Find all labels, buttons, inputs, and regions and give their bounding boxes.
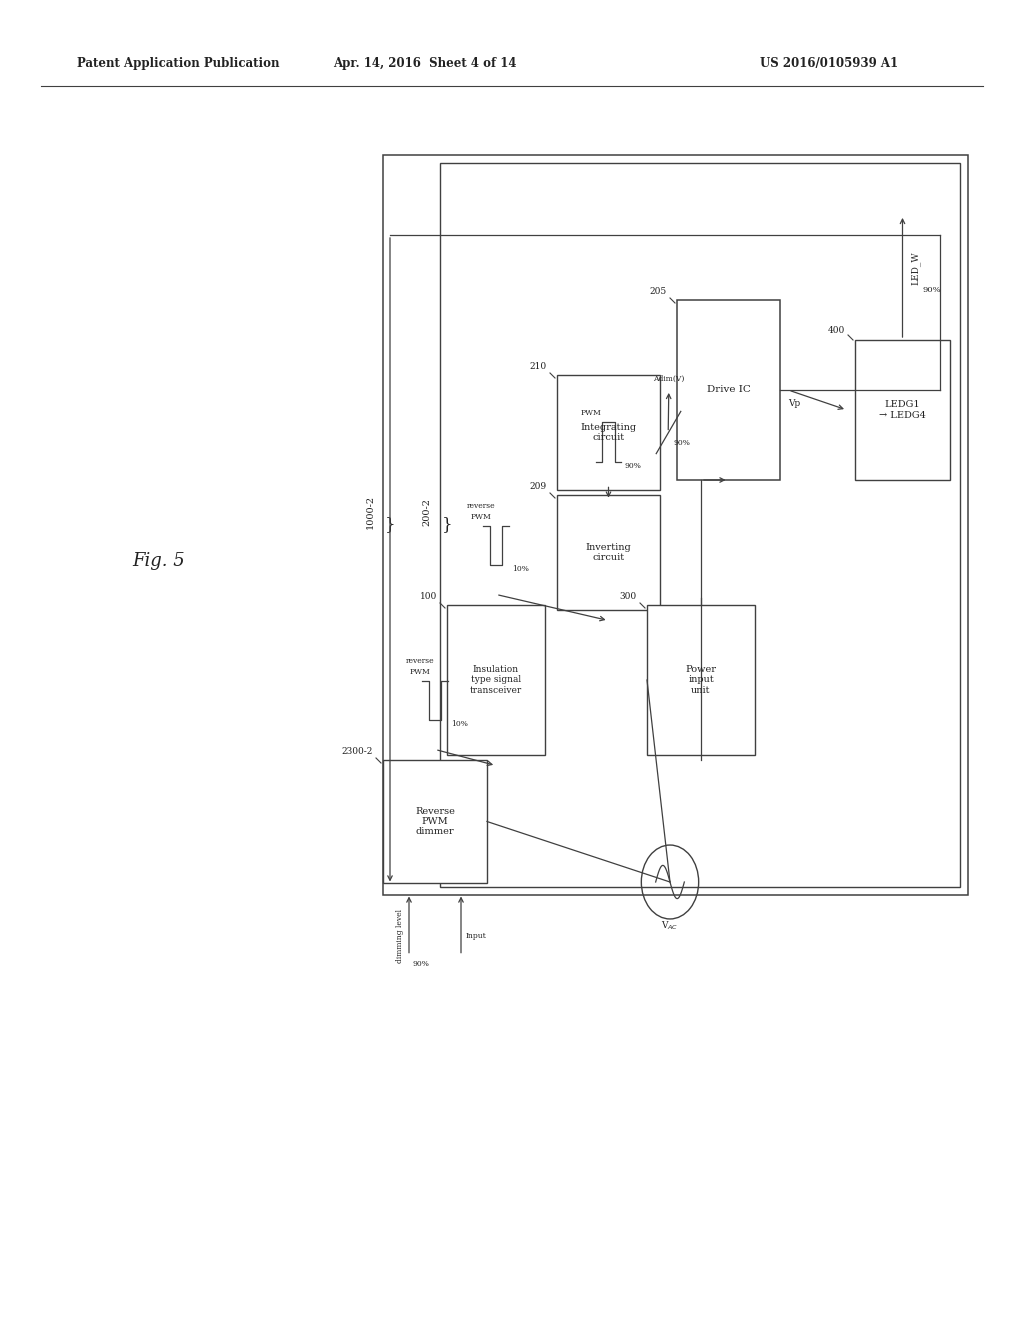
Text: Adim(V): Adim(V) [653,375,684,383]
Bar [447,605,545,755]
Text: }: } [442,516,453,533]
Text: 210: 210 [529,362,547,371]
Text: 300: 300 [620,591,637,601]
Text: V$_{AC}$: V$_{AC}$ [662,920,679,932]
Text: 1000-2: 1000-2 [366,495,375,529]
Bar [383,154,968,895]
Text: PWM: PWM [471,512,492,520]
Text: LED_W: LED_W [910,251,921,285]
Text: 209: 209 [529,482,547,491]
Text: 2300-2: 2300-2 [342,747,373,756]
Text: }: } [385,516,395,533]
Bar [383,760,487,883]
Text: reverse: reverse [467,502,496,510]
Text: dimming level: dimming level [396,908,403,962]
Bar [855,341,950,480]
Text: Integrating
circuit: Integrating circuit [581,422,637,442]
Text: Power
input
unit: Power input unit [685,665,717,694]
Text: Fig. 5: Fig. 5 [132,552,185,570]
Text: PWM: PWM [581,409,601,417]
Text: 10%: 10% [451,721,468,729]
Text: 400: 400 [827,326,845,335]
Text: Apr. 14, 2016  Sheet 4 of 14: Apr. 14, 2016 Sheet 4 of 14 [333,57,517,70]
Bar [647,605,755,755]
Text: 90%: 90% [412,960,429,968]
Text: Drive IC: Drive IC [707,385,751,395]
Text: 90%: 90% [674,440,690,447]
Text: 100: 100 [420,591,437,601]
Text: 200-2: 200-2 [423,498,432,525]
Text: Patent Application Publication: Patent Application Publication [77,57,280,70]
Text: Inverting
circuit: Inverting circuit [586,543,632,562]
Text: 90%: 90% [923,286,942,294]
Bar [557,375,660,490]
Text: Insulation
type signal
transceiver: Insulation type signal transceiver [470,665,522,694]
Text: 205: 205 [650,286,667,296]
Text: LEDG1
→ LEDG4: LEDG1 → LEDG4 [879,400,926,420]
Bar [677,300,780,480]
Text: PWM: PWM [410,668,430,676]
Text: US 2016/0105939 A1: US 2016/0105939 A1 [761,57,898,70]
Text: Vp: Vp [788,399,801,408]
Text: 90%: 90% [625,462,641,470]
Text: Input: Input [465,932,485,940]
Text: reverse: reverse [406,657,434,665]
Bar [557,495,660,610]
Text: Reverse
PWM
dimmer: Reverse PWM dimmer [415,807,455,837]
Text: 10%: 10% [512,565,528,573]
Bar [440,162,961,887]
